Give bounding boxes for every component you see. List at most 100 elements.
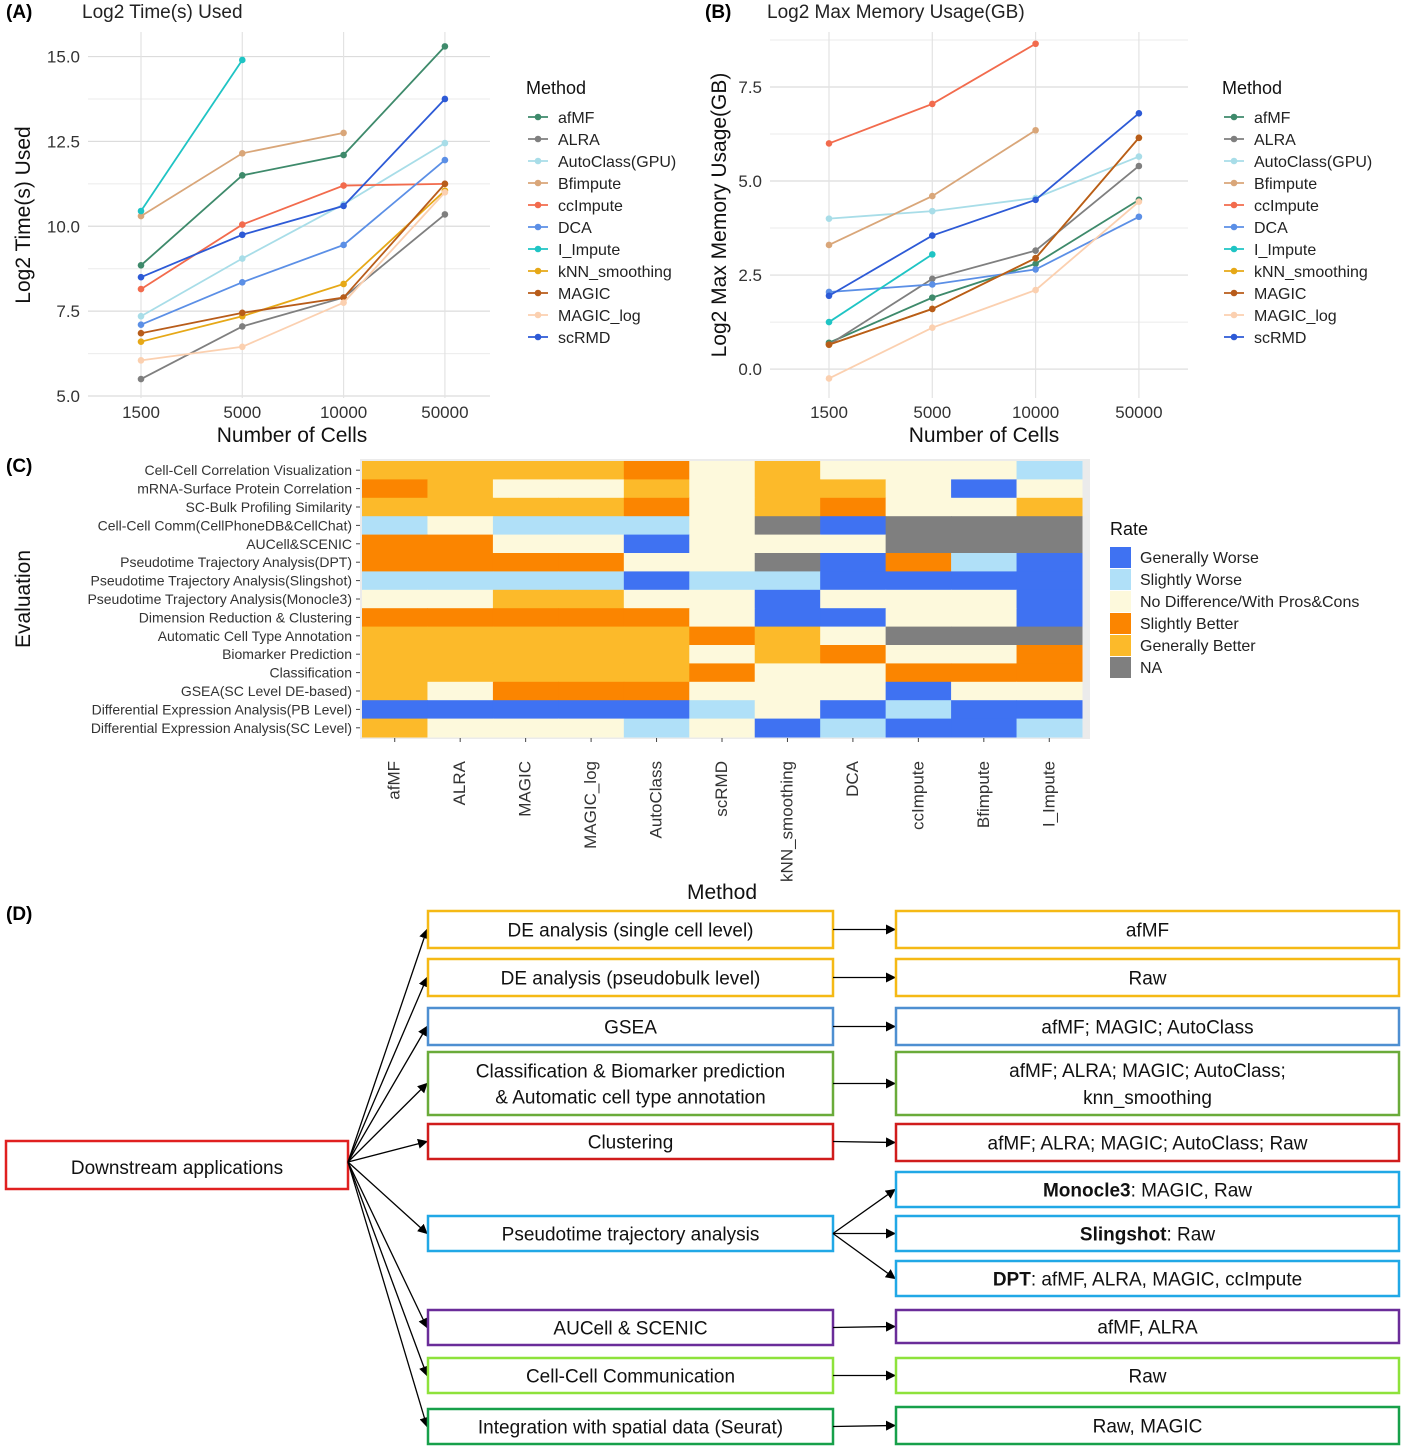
legend: Rate Generally Worse Slightly Worse No Diff… xyxy=(1110,519,1359,678)
panel-d-flowchart: (D) Downstream applications DE analysis (… xyxy=(4,904,1401,1446)
heatmap-cell xyxy=(623,534,690,554)
heatmap-cell xyxy=(492,608,559,628)
legend-swatch xyxy=(1110,657,1131,678)
heatmap-cell xyxy=(492,553,559,572)
data-point xyxy=(441,211,449,218)
heatmap-cell xyxy=(492,516,559,536)
heatmap-cell xyxy=(951,608,1018,628)
data-point xyxy=(137,273,145,281)
legend-label: ALRA xyxy=(1254,132,1296,149)
data-point xyxy=(929,192,936,200)
result-label: Monocle3: MAGIC, Raw xyxy=(1043,1181,1252,1202)
data-point xyxy=(239,309,246,317)
heatmap-cell xyxy=(427,645,494,664)
heatmap-cell xyxy=(492,626,559,646)
flow-arrow xyxy=(347,1025,428,1163)
data-point xyxy=(929,305,936,313)
data-point xyxy=(137,329,145,337)
heatmap-cell xyxy=(951,479,1018,499)
legend-key-point xyxy=(1230,179,1238,187)
heatmap-cell xyxy=(623,497,690,517)
heatmap-cell xyxy=(558,608,625,628)
heatmap-cell xyxy=(427,534,494,554)
result-label: Slingshot: Raw xyxy=(1080,1225,1215,1246)
y-tick-label: AUCell&SCENIC xyxy=(246,536,352,552)
legend-key-point xyxy=(534,223,542,231)
legend-key-point xyxy=(1230,289,1238,297)
heatmap-cell xyxy=(820,461,887,480)
legend-label: ALRA xyxy=(558,132,600,149)
heatmap-cell xyxy=(427,626,494,646)
heatmap-cell xyxy=(885,516,952,536)
x-tick-label: 50000 xyxy=(421,403,468,422)
heatmap-cell xyxy=(492,645,559,664)
data-point xyxy=(239,172,246,179)
heatmap-cell xyxy=(623,461,690,480)
legend-label: MAGIC_log xyxy=(1254,308,1337,325)
heatmap-cell xyxy=(951,571,1018,591)
heatmap-cell xyxy=(623,645,690,664)
heatmap-cell xyxy=(427,479,494,499)
heatmap-cell xyxy=(558,461,625,480)
x-tick-label: 5000 xyxy=(223,403,261,422)
heatmap-cell xyxy=(820,534,887,554)
heatmap-cell xyxy=(558,516,625,536)
y-tick-label: 7.5 xyxy=(738,78,762,97)
data-point xyxy=(340,299,347,306)
legend-key-point xyxy=(1230,135,1238,143)
y-tick-label: Pseudotime Trajectory Analysis(Slingshot… xyxy=(91,573,352,589)
y-tick-label: Cell-Cell Correlation Visualization xyxy=(145,462,353,478)
y-axis-title: Log2 Max Memory Usage(GB) xyxy=(708,73,731,358)
x-tick-label: scRMD xyxy=(712,761,731,817)
legend-key-point xyxy=(534,135,542,143)
flow-arrow xyxy=(832,1321,896,1332)
panel-b-memory-chart: (B) 0.0 2.5 5.0 7.5 1500 5000 10000 50000 Log2 M… xyxy=(705,2,1372,447)
result-box xyxy=(894,1356,1401,1395)
heatmap-cell xyxy=(689,663,756,683)
heatmap-cell xyxy=(492,534,559,554)
heatmap-cell xyxy=(754,663,821,683)
y-tick-label: 15.0 xyxy=(47,48,80,67)
heatmap-cell xyxy=(689,571,756,591)
heatmap-cell xyxy=(623,700,690,720)
flow-arrow xyxy=(832,1420,896,1431)
heatmap-cell xyxy=(558,626,625,646)
heatmap-cell xyxy=(427,700,494,720)
heatmap-cell xyxy=(623,553,690,572)
series-line xyxy=(140,59,244,212)
result-methods: : MAGIC, Raw xyxy=(1131,1181,1253,1202)
series-line xyxy=(140,189,446,343)
heatmap-cell xyxy=(689,461,756,480)
heatmap-cell xyxy=(754,589,821,609)
heatmap-cell xyxy=(885,718,952,738)
panel-a-time-chart: (A) 5.0 7.5 10.0 12.5 15.0 1500 5000 10000 50000… xyxy=(6,2,676,447)
heatmap-cell xyxy=(754,645,821,664)
legend-title: Method xyxy=(1222,78,1282,98)
y-tick-label: 2.5 xyxy=(738,266,762,285)
heatmap-cell xyxy=(754,718,821,738)
legend-label: No Difference/With Pros&Cons xyxy=(1140,594,1359,611)
legend-label: kNN_smoothing xyxy=(1254,264,1368,281)
heatmap-cell xyxy=(492,663,559,683)
heatmap-cell xyxy=(362,553,428,572)
x-tick-label: AutoClass xyxy=(647,761,666,838)
heatmap-cell xyxy=(427,553,494,572)
legend-label: AutoClass(GPU) xyxy=(558,154,676,171)
result-box xyxy=(894,1259,1401,1298)
series-line xyxy=(140,159,446,326)
series-line xyxy=(140,191,446,362)
heatmap-cell xyxy=(754,553,821,572)
legend-swatch xyxy=(1110,635,1131,656)
data-point xyxy=(239,323,246,330)
heatmap-cell xyxy=(951,626,1018,646)
heatmap-cell xyxy=(820,718,887,738)
series-line xyxy=(140,142,446,318)
heatmap-cell xyxy=(820,608,887,628)
series-line xyxy=(140,45,446,266)
legend: Method afMF ALRA AutoClass(GPU) Bfimpute ccIm… xyxy=(1222,78,1372,347)
y-tick-label: Classification xyxy=(270,665,352,681)
heatmap-cell xyxy=(1016,681,1083,701)
data-point xyxy=(825,241,833,249)
data-point xyxy=(441,95,449,103)
